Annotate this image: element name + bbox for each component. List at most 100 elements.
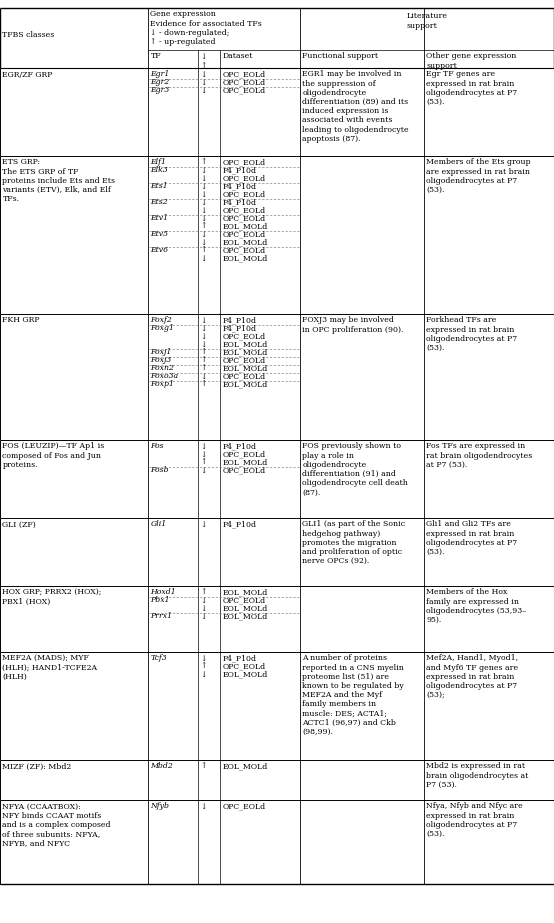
Text: Foxj1: Foxj1 [151, 349, 172, 356]
Text: ↓
↑: ↓ ↑ [201, 53, 207, 70]
Text: ↑: ↑ [201, 246, 207, 255]
Text: FKH GRP: FKH GRP [3, 317, 40, 325]
Text: NFYA (CCAATBOX):
NFY binds CCAAT motifs
and is a complex composed
of three subun: NFYA (CCAATBOX): NFY binds CCAAT motifs … [3, 802, 111, 847]
Text: Etv6: Etv6 [151, 246, 168, 255]
Text: Members of the Ets group
are expressed in rat brain
oligodendrocytes at P7
(53).: Members of the Ets group are expressed i… [427, 159, 531, 194]
Text: OPC_EOLd: OPC_EOLd [223, 207, 265, 214]
Text: ↓: ↓ [201, 78, 207, 87]
Text: ↓: ↓ [201, 190, 207, 198]
Text: Mbd2: Mbd2 [151, 762, 173, 771]
Text: ↓: ↓ [201, 802, 207, 810]
Text: ↓: ↓ [201, 183, 207, 190]
Text: ↓: ↓ [201, 87, 207, 94]
Text: Ets1: Ets1 [151, 183, 168, 190]
Text: P4_P10d: P4_P10d [223, 325, 257, 332]
Text: P4_P10d: P4_P10d [223, 166, 257, 174]
Text: ↑: ↑ [201, 762, 207, 771]
Text: Tcf3: Tcf3 [151, 654, 167, 663]
Text: Egr2: Egr2 [151, 78, 170, 87]
Text: EGR/ZF GRP: EGR/ZF GRP [3, 70, 53, 78]
Text: EGR1 may be involved in
the suppression of
oligodendrocyte
differentiation (89) : EGR1 may be involved in the suppression … [302, 70, 409, 143]
Text: ↓: ↓ [201, 255, 207, 262]
Text: EOL_MOLd: EOL_MOLd [223, 222, 268, 231]
Text: ↑: ↑ [201, 459, 207, 466]
Text: ↓: ↓ [201, 670, 207, 678]
Text: ↓: ↓ [201, 231, 207, 238]
Text: EOL_MOLd: EOL_MOLd [223, 670, 268, 678]
Text: ↓: ↓ [201, 341, 207, 349]
Text: GLI (ZF): GLI (ZF) [3, 521, 36, 529]
Text: ↓: ↓ [201, 70, 207, 78]
Text: TFBS classes: TFBS classes [3, 31, 55, 39]
Text: EOL_MOLd: EOL_MOLd [223, 380, 268, 389]
Text: GLI1 (as part of the Sonic
hedgehog pathway)
promotes the migration
and prolifer: GLI1 (as part of the Sonic hedgehog path… [302, 521, 406, 565]
Text: OPC_EOLd: OPC_EOLd [223, 450, 265, 459]
Text: Mef2A, Hand1, Myod1,
and Myf6 TF genes are
expressed in rat brain
oligodendrocyt: Mef2A, Hand1, Myod1, and Myf6 TF genes a… [427, 654, 519, 700]
Text: FOXJ3 may be involved
in OPC proliferation (90).: FOXJ3 may be involved in OPC proliferati… [302, 317, 404, 334]
Text: Egr TF genes are
expressed in rat brain
oligodendrocytes at P7
(53).: Egr TF genes are expressed in rat brain … [427, 70, 517, 106]
Text: EOL_MOLd: EOL_MOLd [223, 255, 268, 262]
Text: OPC_EOLd: OPC_EOLd [223, 87, 265, 94]
Text: EOL_MOLd: EOL_MOLd [223, 589, 268, 596]
Text: ↓: ↓ [201, 596, 207, 605]
Text: OPC_EOLd: OPC_EOLd [223, 78, 265, 87]
Text: Elk3: Elk3 [151, 166, 168, 174]
Text: EOL_MOLd: EOL_MOLd [223, 762, 268, 771]
Text: Gli1 and Gli2 TFs are
expressed in rat brain
oligodendrocytes at P7
(53).: Gli1 and Gli2 TFs are expressed in rat b… [427, 521, 517, 556]
Text: P4_P10d: P4_P10d [223, 521, 257, 529]
Text: ↓: ↓ [201, 450, 207, 459]
Text: ↑: ↑ [201, 380, 207, 389]
Text: EOL_MOLd: EOL_MOLd [223, 605, 268, 613]
Text: ↓: ↓ [201, 325, 207, 332]
Text: EOL_MOLd: EOL_MOLd [223, 238, 268, 246]
Text: Other gene expression
support: Other gene expression support [427, 53, 517, 70]
Text: P4_P10d: P4_P10d [223, 654, 257, 663]
Text: ↓: ↓ [201, 166, 207, 174]
Text: MEF2A (MADS); MYF
(HLH); HAND1-TCFE2A
(HLH): MEF2A (MADS); MYF (HLH); HAND1-TCFE2A (H… [3, 654, 98, 681]
Text: OPC_EOLd: OPC_EOLd [223, 159, 265, 166]
Text: ↓: ↓ [201, 198, 207, 207]
Text: EOL_MOLd: EOL_MOLd [223, 459, 268, 466]
Text: OPC_EOLd: OPC_EOLd [223, 596, 265, 605]
Text: ↓: ↓ [201, 466, 207, 474]
Text: Foxp1: Foxp1 [151, 380, 175, 389]
Text: OPC_EOLd: OPC_EOLd [223, 174, 265, 183]
Text: EOL_MOLd: EOL_MOLd [223, 349, 268, 356]
Text: Foxn2: Foxn2 [151, 365, 175, 373]
Text: MIZF (ZF): Mbd2: MIZF (ZF): Mbd2 [3, 762, 72, 771]
Text: Mbd2 is expressed in rat
brain oligodendrocytes at
P7 (53).: Mbd2 is expressed in rat brain oligodend… [427, 762, 529, 789]
Text: Dataset: Dataset [223, 53, 253, 61]
Text: Nfya, Nfyb and Nfyc are
expressed in rat brain
oligodendrocytes at P7
(53).: Nfya, Nfyb and Nfyc are expressed in rat… [427, 802, 523, 838]
Text: OPC_EOLd: OPC_EOLd [223, 802, 265, 810]
Text: ↓: ↓ [201, 442, 207, 450]
Text: Forkhead TFs are
expressed in rat brain
oligodendrocytes at P7
(53).: Forkhead TFs are expressed in rat brain … [427, 317, 517, 352]
Text: OPC_EOLd: OPC_EOLd [223, 231, 265, 238]
Text: ↓: ↓ [201, 207, 207, 214]
Text: EOL_MOLd: EOL_MOLd [223, 341, 268, 349]
Text: Literature
support: Literature support [407, 13, 448, 30]
Text: Pbx1: Pbx1 [151, 596, 170, 605]
Text: ↓: ↓ [201, 238, 207, 246]
Text: EOL_MOLd: EOL_MOLd [223, 613, 268, 620]
Text: OPC_EOLd: OPC_EOLd [223, 332, 265, 341]
Text: P4_P10d: P4_P10d [223, 317, 257, 325]
Text: Fosb: Fosb [151, 466, 169, 474]
Text: ↓: ↓ [201, 214, 207, 222]
Text: ETS GRP:
The ETS GRP of TF
proteins include Ets and Ets
variants (ETV), Elk, and: ETS GRP: The ETS GRP of TF proteins incl… [3, 159, 115, 203]
Text: Etv5: Etv5 [151, 231, 168, 238]
Text: OPC_EOLd: OPC_EOLd [223, 70, 265, 78]
Text: P4_P10d: P4_P10d [223, 183, 257, 190]
Text: ↑: ↑ [201, 222, 207, 231]
Text: Prrx1: Prrx1 [151, 613, 172, 620]
Text: Nfyb: Nfyb [151, 802, 170, 810]
Text: Gli1: Gli1 [151, 521, 167, 529]
Text: ↑: ↑ [201, 663, 207, 670]
Text: ↑: ↑ [201, 356, 207, 365]
Text: Members of the Hox
family are expressed in
oligodendrocytes (53,93–
95).: Members of the Hox family are expressed … [427, 589, 527, 624]
Text: Functional support: Functional support [302, 53, 378, 61]
Text: ↓: ↓ [201, 332, 207, 341]
Text: OPC_EOLd: OPC_EOLd [223, 246, 265, 255]
Text: Fos: Fos [151, 442, 164, 450]
Text: A number of proteins
reported in a CNS myelin
proteome list (51) are
known to be: A number of proteins reported in a CNS m… [302, 654, 404, 737]
Text: ↓: ↓ [201, 174, 207, 183]
